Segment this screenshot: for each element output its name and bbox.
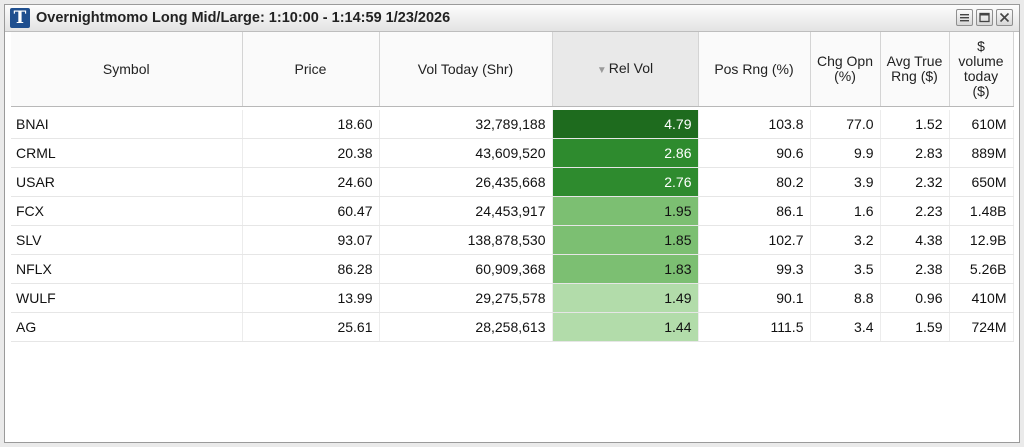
cell-symbol: SLV <box>11 225 243 255</box>
cell-price: 93.07 <box>242 225 380 255</box>
column-header-chg-opn[interactable]: Chg Opn (%) <box>810 32 881 107</box>
cell-vol-today: 26,435,668 <box>379 167 553 197</box>
menu-button[interactable] <box>956 9 973 26</box>
cell-atr: 1.59 <box>880 312 950 342</box>
column-header-dollar-volume[interactable]: $ volume today ($) <box>949 32 1014 107</box>
cell-pos-rng: 86.1 <box>698 196 811 226</box>
maximize-button[interactable] <box>976 9 993 26</box>
cell-rel-vol: 4.79 <box>552 110 699 139</box>
cell-dollar-vol: 724M <box>949 312 1014 342</box>
table-row[interactable]: USAR 24.60 26,435,668 2.76 80.2 3.9 2.32 650M <box>11 167 1014 197</box>
column-header-vol-today[interactable]: Vol Today (Shr) <box>379 32 553 107</box>
cell-dollar-vol: 5.26B <box>949 254 1014 284</box>
cell-vol-today: 43,609,520 <box>379 138 553 168</box>
cell-symbol: CRML <box>11 138 243 168</box>
column-header-avg-true-rng[interactable]: Avg True Rng ($) <box>880 32 950 107</box>
alert-window: T Overnightmomo Long Mid/Large: 1:10:00 … <box>4 4 1020 443</box>
cell-symbol: FCX <box>11 196 243 226</box>
cell-atr: 4.38 <box>880 225 950 255</box>
cell-chg-opn: 3.5 <box>810 254 881 284</box>
cell-chg-opn: 1.6 <box>810 196 881 226</box>
table-header-row: Symbol Price Vol Today (Shr) ▼ Rel Vol Po… <box>11 32 1014 107</box>
cell-vol-today: 24,453,917 <box>379 196 553 226</box>
cell-atr: 0.96 <box>880 283 950 313</box>
table-row[interactable]: CRML 20.38 43,609,520 2.86 90.6 9.9 2.83 889M <box>11 138 1014 168</box>
cell-chg-opn: 8.8 <box>810 283 881 313</box>
cell-atr: 1.52 <box>880 110 950 139</box>
table-row[interactable]: FCX 60.47 24,453,917 1.95 86.1 1.6 2.23 1.48B <box>11 196 1014 226</box>
cell-price: 86.28 <box>242 254 380 284</box>
cell-rel-vol: 1.83 <box>552 254 699 284</box>
cell-atr: 2.38 <box>880 254 950 284</box>
cell-vol-today: 138,878,530 <box>379 225 553 255</box>
cell-pos-rng: 90.6 <box>698 138 811 168</box>
cell-rel-vol: 1.85 <box>552 225 699 255</box>
cell-vol-today: 32,789,188 <box>379 110 553 139</box>
cell-price: 18.60 <box>242 110 380 139</box>
cell-rel-vol: 2.76 <box>552 167 699 197</box>
cell-rel-vol: 1.95 <box>552 196 699 226</box>
cell-pos-rng: 102.7 <box>698 225 811 255</box>
cell-dollar-vol: 610M <box>949 110 1014 139</box>
column-header-rel-vol[interactable]: ▼ Rel Vol <box>552 32 699 107</box>
cell-atr: 2.83 <box>880 138 950 168</box>
cell-chg-opn: 3.2 <box>810 225 881 255</box>
cell-pos-rng: 80.2 <box>698 167 811 197</box>
column-header-price[interactable]: Price <box>242 32 380 107</box>
results-table-container: Symbol Price Vol Today (Shr) ▼ Rel Vol Po… <box>11 32 1019 342</box>
cell-price: 25.61 <box>242 312 380 342</box>
cell-dollar-vol: 1.48B <box>949 196 1014 226</box>
cell-dollar-vol: 12.9B <box>949 225 1014 255</box>
cell-dollar-vol: 650M <box>949 167 1014 197</box>
cell-symbol: USAR <box>11 167 243 197</box>
window-titlebar[interactable]: T Overnightmomo Long Mid/Large: 1:10:00 … <box>5 5 1019 32</box>
column-header-symbol[interactable]: Symbol <box>11 32 243 107</box>
window-title: Overnightmomo Long Mid/Large: 1:10:00 - … <box>36 10 451 26</box>
cell-price: 13.99 <box>242 283 380 313</box>
cell-atr: 2.32 <box>880 167 950 197</box>
cell-rel-vol: 1.44 <box>552 312 699 342</box>
table-row[interactable]: NFLX 86.28 60,909,368 1.83 99.3 3.5 2.38 5.26B <box>11 254 1014 284</box>
cell-symbol: AG <box>11 312 243 342</box>
cell-pos-rng: 90.1 <box>698 283 811 313</box>
cell-chg-opn: 9.9 <box>810 138 881 168</box>
cell-rel-vol: 1.49 <box>552 283 699 313</box>
cell-chg-opn: 3.9 <box>810 167 881 197</box>
cell-vol-today: 29,275,578 <box>379 283 553 313</box>
cell-chg-opn: 77.0 <box>810 110 881 139</box>
cell-price: 24.60 <box>242 167 380 197</box>
close-button[interactable] <box>996 9 1013 26</box>
results-table: Symbol Price Vol Today (Shr) ▼ Rel Vol Po… <box>11 32 1014 342</box>
column-header-rel-vol-label: Rel Vol <box>608 59 654 76</box>
cell-dollar-vol: 410M <box>949 283 1014 313</box>
table-row[interactable]: WULF 13.99 29,275,578 1.49 90.1 8.8 0.96 410M <box>11 283 1014 313</box>
cell-symbol: WULF <box>11 283 243 313</box>
cell-pos-rng: 99.3 <box>698 254 811 284</box>
cell-rel-vol: 2.86 <box>552 138 699 168</box>
cell-vol-today: 60,909,368 <box>379 254 553 284</box>
cell-vol-today: 28,258,613 <box>379 312 553 342</box>
table-row[interactable]: SLV 93.07 138,878,530 1.85 102.7 3.2 4.38 12.9B <box>11 225 1014 255</box>
cell-chg-opn: 3.4 <box>810 312 881 342</box>
column-header-pos-rng[interactable]: Pos Rng (%) <box>698 32 811 107</box>
cell-dollar-vol: 889M <box>949 138 1014 168</box>
app-logo-icon: T <box>10 8 30 28</box>
cell-atr: 2.23 <box>880 196 950 226</box>
cell-symbol: NFLX <box>11 254 243 284</box>
hamburger-menu-icon <box>960 14 969 22</box>
table-row[interactable]: BNAI 18.60 32,789,188 4.79 103.8 77.0 1.52 610M <box>11 110 1014 139</box>
cell-pos-rng: 103.8 <box>698 110 811 139</box>
cell-pos-rng: 111.5 <box>698 312 811 342</box>
cell-symbol: BNAI <box>11 110 243 139</box>
cell-price: 20.38 <box>242 138 380 168</box>
cell-price: 60.47 <box>242 196 380 226</box>
sort-descending-icon: ▼ <box>596 64 607 76</box>
maximize-icon <box>979 12 990 23</box>
table-row[interactable]: AG 25.61 28,258,613 1.44 111.5 3.4 1.59 724M <box>11 312 1014 342</box>
close-icon <box>999 12 1010 23</box>
